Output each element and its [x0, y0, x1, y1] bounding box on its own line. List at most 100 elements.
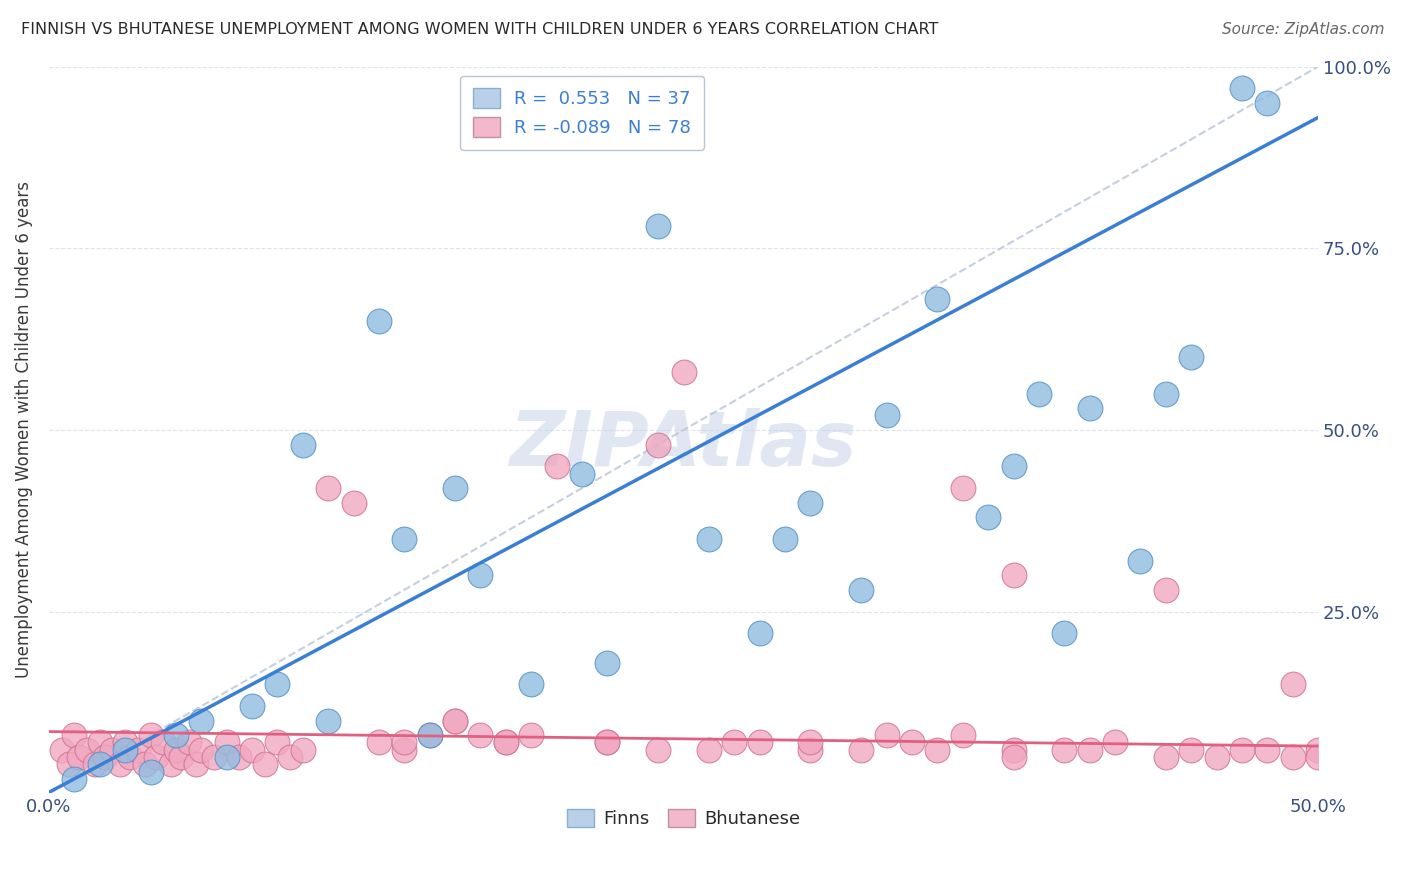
Point: [1180, 743, 1202, 757]
Point: [63, 772, 86, 786]
Point: [1281, 750, 1303, 764]
Point: [152, 735, 174, 749]
Point: [291, 743, 314, 757]
Point: [177, 735, 200, 749]
Point: [170, 750, 193, 764]
Point: [1308, 750, 1330, 764]
Point: [419, 728, 441, 742]
Point: [253, 757, 276, 772]
Point: [520, 677, 543, 691]
Point: [546, 459, 568, 474]
Point: [596, 735, 619, 749]
Point: [672, 365, 695, 379]
Point: [63, 728, 86, 742]
Point: [1104, 735, 1126, 749]
Point: [278, 750, 301, 764]
Point: [799, 743, 821, 757]
Text: Source: ZipAtlas.com: Source: ZipAtlas.com: [1222, 22, 1385, 37]
Point: [1281, 677, 1303, 691]
Point: [1078, 401, 1101, 416]
Point: [1180, 351, 1202, 365]
Point: [165, 743, 187, 757]
Point: [952, 728, 974, 742]
Point: [1053, 626, 1076, 640]
Point: [1230, 743, 1253, 757]
Point: [368, 735, 391, 749]
Point: [394, 532, 416, 546]
Point: [444, 714, 467, 728]
Point: [108, 757, 131, 772]
Point: [596, 656, 619, 670]
Point: [647, 743, 669, 757]
Point: [470, 568, 492, 582]
Point: [1028, 386, 1050, 401]
Text: ZIPAtlas: ZIPAtlas: [510, 408, 858, 482]
Point: [101, 743, 124, 757]
Point: [901, 735, 924, 749]
Point: [266, 735, 288, 749]
Point: [1154, 750, 1177, 764]
Text: FINNISH VS BHUTANESE UNEMPLOYMENT AMONG WOMEN WITH CHILDREN UNDER 6 YEARS CORREL: FINNISH VS BHUTANESE UNEMPLOYMENT AMONG …: [21, 22, 938, 37]
Point: [799, 735, 821, 749]
Point: [134, 757, 156, 772]
Point: [1002, 750, 1025, 764]
Point: [159, 757, 181, 772]
Point: [748, 626, 770, 640]
Legend: Finns, Bhutanese: Finns, Bhutanese: [560, 801, 807, 835]
Point: [76, 743, 98, 757]
Point: [51, 743, 73, 757]
Point: [520, 728, 543, 742]
Point: [697, 532, 720, 546]
Point: [647, 437, 669, 451]
Point: [215, 750, 238, 764]
Point: [190, 714, 212, 728]
Point: [876, 728, 898, 742]
Point: [495, 735, 517, 749]
Point: [927, 743, 949, 757]
Point: [114, 743, 136, 757]
Point: [165, 728, 187, 742]
Point: [596, 735, 619, 749]
Point: [977, 510, 1000, 524]
Point: [145, 750, 167, 764]
Point: [114, 735, 136, 749]
Point: [215, 735, 238, 749]
Point: [228, 750, 250, 764]
Point: [316, 714, 339, 728]
Point: [495, 735, 517, 749]
Point: [444, 481, 467, 495]
Point: [748, 735, 770, 749]
Point: [1002, 459, 1025, 474]
Point: [1002, 568, 1025, 582]
Point: [291, 437, 314, 451]
Point: [647, 219, 669, 234]
Point: [799, 496, 821, 510]
Point: [120, 750, 142, 764]
Point: [240, 699, 263, 714]
Point: [1205, 750, 1227, 764]
Point: [952, 481, 974, 495]
Point: [1308, 743, 1330, 757]
Point: [851, 743, 873, 757]
Point: [139, 728, 162, 742]
Point: [419, 728, 441, 742]
Point: [316, 481, 339, 495]
Point: [876, 409, 898, 423]
Y-axis label: Unemployment Among Women with Children Under 6 years: Unemployment Among Women with Children U…: [15, 181, 32, 679]
Point: [444, 714, 467, 728]
Point: [67, 750, 90, 764]
Point: [127, 743, 149, 757]
Point: [240, 743, 263, 757]
Point: [571, 467, 593, 481]
Point: [1002, 743, 1025, 757]
Point: [342, 496, 364, 510]
Point: [394, 735, 416, 749]
Point: [470, 728, 492, 742]
Point: [190, 743, 212, 757]
Point: [1078, 743, 1101, 757]
Point: [697, 743, 720, 757]
Point: [139, 764, 162, 779]
Point: [89, 735, 111, 749]
Point: [83, 757, 105, 772]
Point: [89, 757, 111, 772]
